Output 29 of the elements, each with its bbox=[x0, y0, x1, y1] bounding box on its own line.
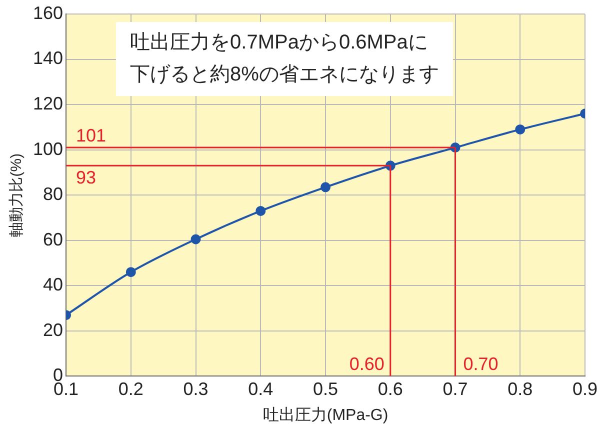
x-tick-label: 0.6 bbox=[378, 378, 403, 399]
x-tick-label: 0.3 bbox=[183, 378, 208, 399]
y-tick-label: 140 bbox=[32, 48, 64, 68]
point bbox=[320, 182, 331, 192]
x-tick-label: 0.7 bbox=[442, 378, 468, 399]
y-tick-label: 40 bbox=[43, 274, 64, 295]
x-tick-label: 0.4 bbox=[248, 378, 274, 399]
x-tick-label: 0.2 bbox=[118, 378, 144, 399]
ref-line-label: 0.70 bbox=[463, 354, 498, 374]
y-tick-label: 20 bbox=[43, 320, 64, 340]
x-tick-label: 0.9 bbox=[572, 378, 598, 399]
point bbox=[190, 234, 201, 244]
y-tick-label: 120 bbox=[32, 94, 64, 114]
ref-line-label: 0.60 bbox=[349, 354, 384, 374]
x-tick-label: 0.5 bbox=[313, 378, 338, 399]
y-tick-label: 100 bbox=[32, 138, 64, 159]
x-tick-label: 0.8 bbox=[508, 378, 533, 399]
point bbox=[515, 124, 526, 134]
point bbox=[126, 267, 136, 278]
ref-line-label: 93 bbox=[76, 168, 96, 188]
point bbox=[256, 206, 266, 216]
ref-line-label: 101 bbox=[76, 126, 106, 146]
y-tick-label: 60 bbox=[43, 229, 64, 250]
y-tick-label: 80 bbox=[43, 184, 64, 204]
annotation: 下げると約8%の省エネになります bbox=[130, 64, 439, 86]
y-axis-title: 軸動力比(%) bbox=[8, 153, 26, 237]
x-axis-title: 吐出圧力(MPa-G) bbox=[262, 406, 388, 424]
annotation: 吐出圧力を0.7MPaから0.6MPaに bbox=[130, 32, 428, 54]
y-tick-label: 160 bbox=[32, 2, 64, 23]
